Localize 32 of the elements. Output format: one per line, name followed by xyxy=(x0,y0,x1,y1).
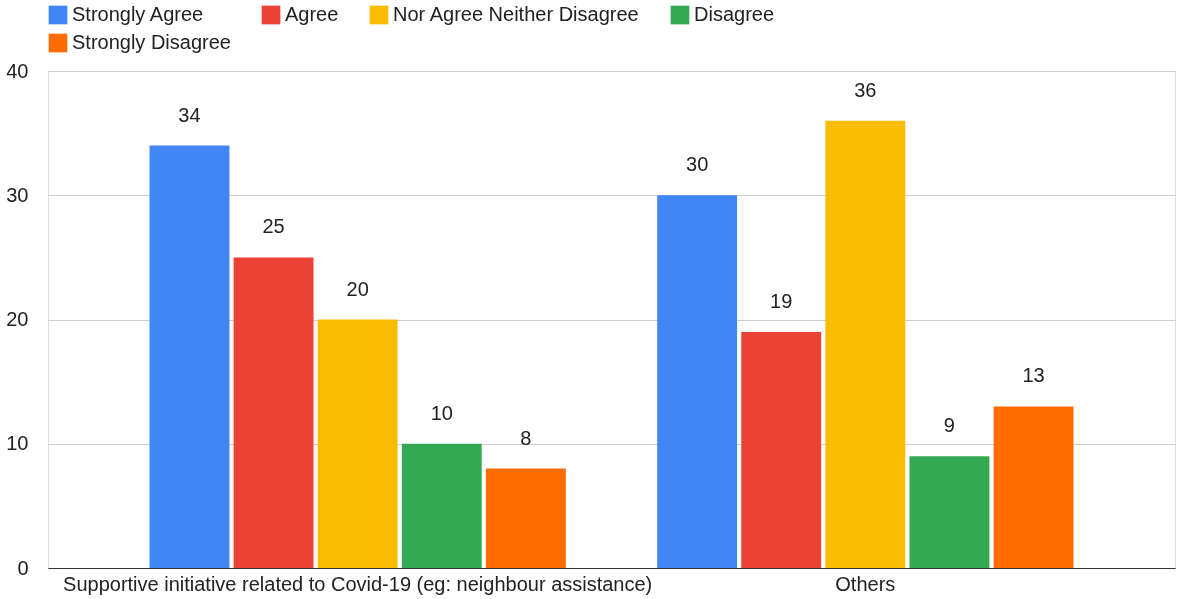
data-label: 10 xyxy=(430,401,453,424)
bar xyxy=(317,319,398,568)
x-tick-label: Supportive initiative related to Covid-19 (eg: neighbour assistance) xyxy=(63,572,653,595)
bar xyxy=(909,456,990,568)
data-label: 25 xyxy=(262,215,285,238)
bar xyxy=(993,406,1074,568)
data-label: 34 xyxy=(178,103,201,126)
legend-label: Strongly Disagree xyxy=(72,31,231,53)
bar xyxy=(233,257,314,568)
y-tick-label: 0 xyxy=(17,556,29,579)
data-label: 36 xyxy=(854,78,877,101)
data-label: 20 xyxy=(346,277,369,300)
y-tick-label: 20 xyxy=(6,308,29,330)
legend-label: Agree xyxy=(285,3,339,25)
data-label: 13 xyxy=(1022,364,1045,387)
bar xyxy=(657,195,738,568)
y-tick-label: 30 xyxy=(6,183,29,206)
data-label: 19 xyxy=(770,289,793,312)
bar xyxy=(149,145,230,568)
legend-label: Strongly Agree xyxy=(72,3,204,25)
bar xyxy=(825,120,906,568)
bar xyxy=(401,443,482,568)
x-tick-label: Others xyxy=(835,572,896,595)
legend-label: Nor Agree Neither Disagree xyxy=(393,3,639,25)
legend-label: Disagree xyxy=(694,3,775,25)
y-tick-label: 40 xyxy=(6,59,29,82)
data-label: 30 xyxy=(686,153,709,176)
y-tick-label: 10 xyxy=(6,432,29,455)
bar xyxy=(485,468,566,568)
data-label: 9 xyxy=(943,414,955,437)
data-label: 8 xyxy=(520,426,532,449)
bar xyxy=(741,331,822,568)
